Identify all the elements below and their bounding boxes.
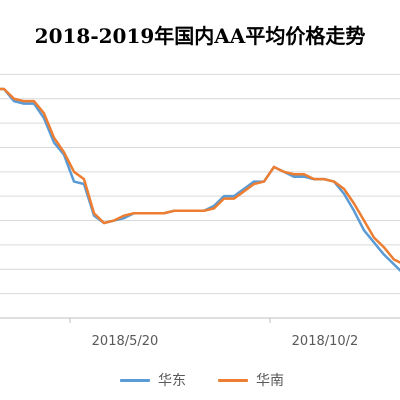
legend: 华东 华南 <box>0 368 400 392</box>
series-line-south <box>0 87 400 264</box>
chart-title: 2018-2019年国内AA平均价格走势 <box>34 24 366 48</box>
legend-item-east[interactable]: 华东 <box>120 368 186 392</box>
legend-swatch-south <box>218 378 248 382</box>
x-tick-labels: 2018/5/20 2018/10/2 <box>92 334 359 349</box>
gridlines <box>0 73 400 295</box>
x-tick-label: 2018/5/20 <box>92 334 159 349</box>
legend-swatch-east <box>120 378 150 382</box>
x-tick-label: 2018/10/2 <box>292 334 359 349</box>
legend-label-south: 华南 <box>256 373 284 389</box>
series-lines <box>0 87 400 272</box>
x-axis <box>0 317 400 323</box>
series-line-east <box>0 87 400 272</box>
legend-item-south[interactable]: 华南 <box>218 368 284 392</box>
legend-label-east: 华东 <box>158 373 186 389</box>
